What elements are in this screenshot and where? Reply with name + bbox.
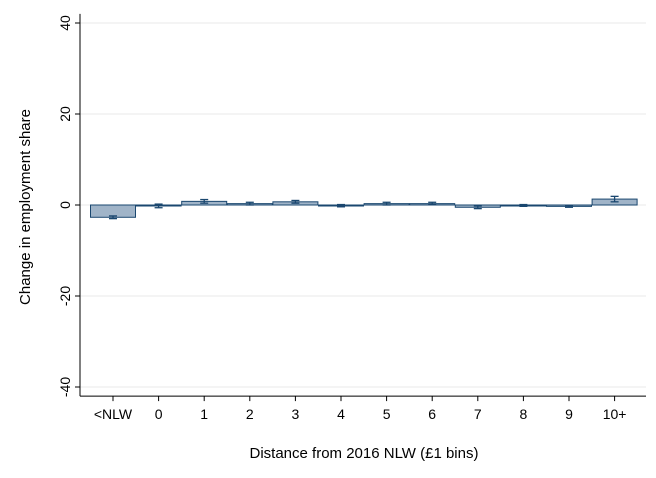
x-tick-label-5: 4 — [337, 406, 345, 422]
y-tick-layer: -40 -20 0 20 40 — [57, 15, 80, 397]
x-tick-label-8: 7 — [474, 406, 482, 422]
error-bar-0 — [109, 215, 117, 220]
error-bar-11 — [610, 195, 619, 203]
x-tick-label-10: 9 — [565, 406, 573, 422]
error-bar-layer — [109, 195, 619, 220]
error-bar-7 — [428, 201, 437, 206]
y-tick-label-0: -40 — [57, 377, 73, 397]
x-tick-label-0: <NLW — [94, 406, 133, 422]
error-bar-9 — [519, 203, 528, 208]
x-tick-label-1: 0 — [155, 406, 163, 422]
x-tick-label-9: 8 — [520, 406, 528, 422]
y-tick-label-2: 0 — [57, 201, 73, 209]
error-bar-8 — [473, 205, 482, 210]
error-bar-4 — [291, 199, 300, 204]
x-axis-title: Distance from 2016 NLW (£1 bins) — [250, 445, 479, 462]
y-tick-label-4: 40 — [57, 15, 73, 31]
y-tick-label-3: 20 — [57, 106, 73, 122]
x-tick-label-4: 3 — [292, 406, 300, 422]
x-tick-label-6: 5 — [383, 406, 391, 422]
x-tick-label-7: 6 — [428, 406, 436, 422]
x-tick-label-3: 2 — [246, 406, 254, 422]
x-tick-layer: <NLW 0 1 2 3 4 5 6 7 8 9 10+ — [94, 396, 627, 422]
error-bar-3 — [245, 201, 254, 206]
error-bar-10 — [565, 204, 573, 208]
error-bar-1 — [154, 203, 163, 209]
error-bar-6 — [382, 201, 391, 206]
y-tick-label-1: -20 — [57, 286, 73, 306]
x-tick-label-2: 1 — [200, 406, 208, 422]
error-bar-5 — [337, 203, 345, 208]
error-bar-2 — [200, 198, 209, 204]
y-axis-title: Change in employment share — [17, 109, 34, 305]
x-tick-label-11: 10+ — [603, 406, 627, 422]
